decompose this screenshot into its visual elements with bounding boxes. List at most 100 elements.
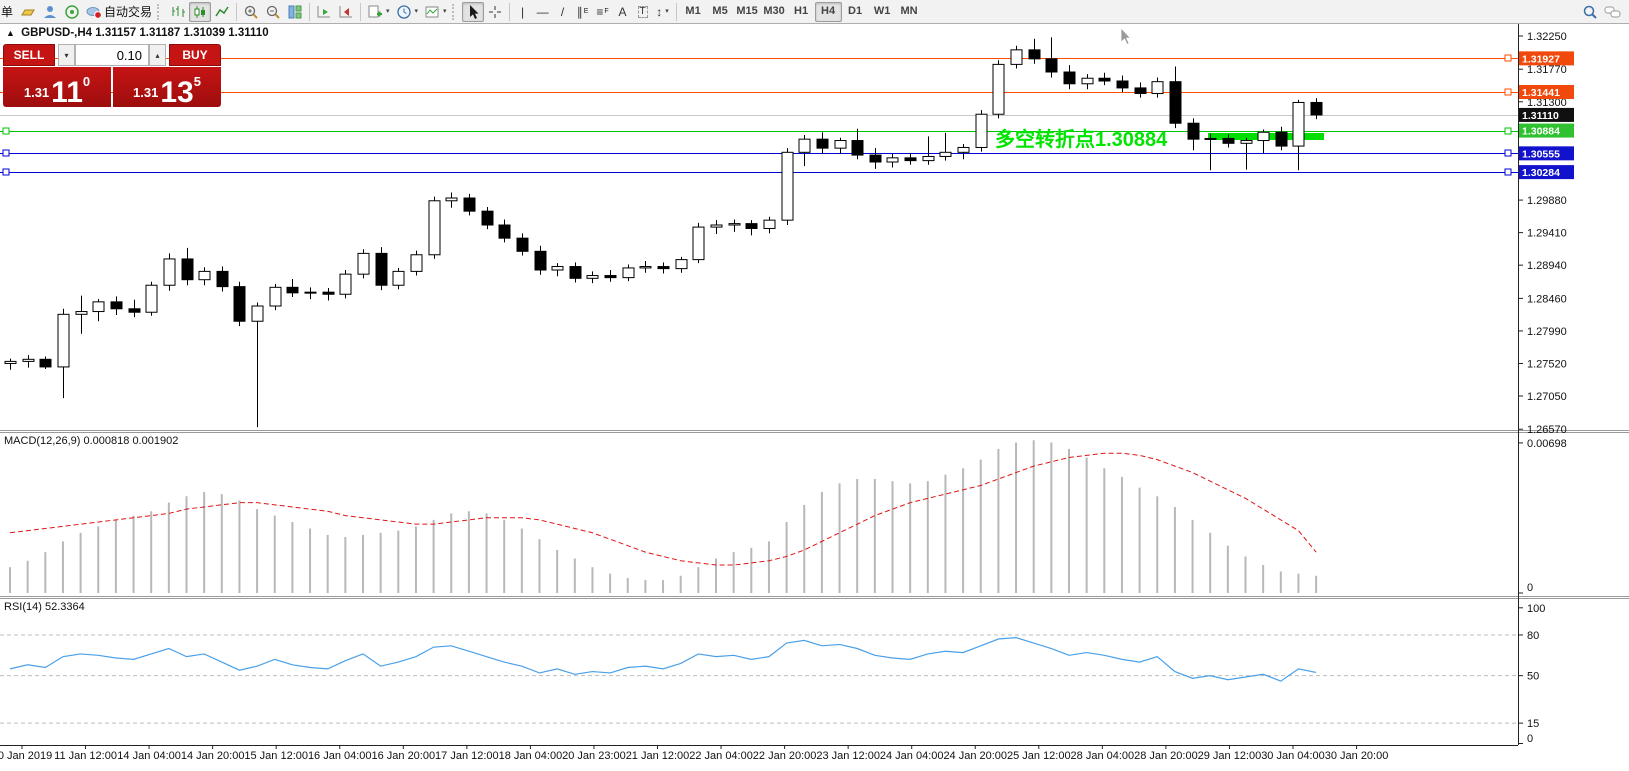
price-tick-label: 1.31300 <box>1527 97 1567 109</box>
price-tick-label: 1.29410 <box>1527 228 1567 240</box>
zoom-out-icon <box>266 5 280 19</box>
line-chart-button[interactable] <box>211 2 233 22</box>
signal-icon <box>65 4 79 19</box>
candle <box>110 301 123 310</box>
buy-button[interactable]: BUY <box>169 44 221 66</box>
search-button[interactable] <box>1579 2 1601 22</box>
candle <box>745 223 758 229</box>
annotation-text[interactable]: 多空转折点1.30884 <box>995 127 1168 151</box>
gold-button[interactable] <box>17 2 39 22</box>
candlestick-chart-icon <box>194 5 206 18</box>
vertical-line-tool-button[interactable]: | <box>513 2 533 22</box>
candle <box>1257 131 1270 142</box>
candle <box>428 200 441 256</box>
zoom-in-button[interactable] <box>240 2 262 22</box>
line-handle[interactable] <box>1504 127 1512 135</box>
trendline-tool-button[interactable]: / <box>553 2 573 22</box>
tab-timeframe-m30[interactable]: M30 <box>761 2 788 22</box>
candles <box>4 37 1323 428</box>
tab-timeframe-d1[interactable]: D1 <box>842 2 869 22</box>
text-tool-button[interactable]: A <box>613 2 633 22</box>
rsi-tick-label: 100 <box>1527 603 1545 615</box>
candle <box>1151 81 1164 94</box>
tab-timeframe-m5[interactable]: M5 <box>707 2 734 22</box>
signal-button[interactable] <box>61 2 83 22</box>
horizontal-line-tool-button[interactable]: — <box>533 2 553 22</box>
time-tick-label: 24 Jan 20:00 <box>943 750 1007 762</box>
autotrading-button[interactable]: 自动交易 <box>83 2 155 22</box>
toolbar-separator <box>236 2 238 21</box>
sell-price-display[interactable]: 1.31 11 0 <box>3 67 111 107</box>
volume-increase-button[interactable]: ▴ <box>149 44 166 66</box>
auto-scroll-button[interactable] <box>313 2 335 22</box>
candle <box>198 270 211 281</box>
line-handle[interactable] <box>1504 168 1512 176</box>
crosshair-tool-button[interactable] <box>484 2 506 22</box>
chart-shift-button[interactable] <box>335 2 357 22</box>
line-handle[interactable] <box>2 127 10 135</box>
bar-chart-button[interactable] <box>167 2 189 22</box>
candle <box>1310 101 1323 116</box>
collapse-panel-icon[interactable]: ▲ <box>6 28 15 38</box>
search-icon <box>1583 5 1597 19</box>
gold-icon <box>21 9 35 15</box>
arrows-tool-button[interactable]: ↕ ▾ <box>653 2 673 22</box>
auto-scroll-icon <box>317 5 331 17</box>
candle <box>1045 58 1058 73</box>
time-tick-label: 16 Jan 20:00 <box>371 750 435 762</box>
candle <box>1081 77 1094 85</box>
line-handle[interactable] <box>1504 149 1512 157</box>
bar-chart-icon <box>172 5 186 17</box>
new-order-button[interactable]: 单 <box>0 2 17 22</box>
channel-tool-button[interactable]: ∥ E <box>573 2 593 22</box>
cursor-tool-button[interactable] <box>461 1 484 22</box>
price-tick-label: 1.28460 <box>1527 293 1567 305</box>
templates-button[interactable]: ▾ <box>421 2 450 22</box>
candle <box>410 254 423 272</box>
tab-timeframe-w1[interactable]: W1 <box>869 2 896 22</box>
line-handle[interactable] <box>2 168 10 176</box>
time-tick-label: 28 Jan 04:00 <box>1071 750 1135 762</box>
price-badge <box>1519 146 1574 161</box>
line-handle[interactable] <box>1504 88 1512 96</box>
tab-timeframe-m15[interactable]: M15 <box>734 2 761 22</box>
candle <box>216 270 229 288</box>
spin-down-icon: ▾ <box>64 50 69 60</box>
sell-button[interactable]: SELL <box>3 44 55 66</box>
candle <box>939 151 952 157</box>
rsi-value: 52.3364 <box>44 601 85 613</box>
price-tick-label: 1.29880 <box>1527 195 1567 207</box>
price-badge <box>1519 165 1574 180</box>
volume-input[interactable]: 0.10 <box>75 44 149 66</box>
price-tick-label: 1.27050 <box>1527 391 1567 403</box>
time-tick-label: 21 Jan 12:00 <box>626 750 690 762</box>
line-handle[interactable] <box>1504 54 1512 62</box>
profile-button[interactable] <box>39 2 61 22</box>
zoom-out-button[interactable] <box>262 2 284 22</box>
candle <box>904 157 917 162</box>
candlestick-chart-button[interactable] <box>189 1 212 22</box>
tab-timeframe-m1[interactable]: M1 <box>680 2 707 22</box>
price-badge <box>1519 85 1574 100</box>
toolbar-separator <box>508 2 510 21</box>
tab-timeframe-h1[interactable]: H1 <box>788 2 815 22</box>
volume-decrease-button[interactable]: ▾ <box>58 44 75 66</box>
fibonacci-tool-button[interactable]: ≡ F <box>593 2 613 22</box>
chat-button[interactable] <box>1601 2 1625 22</box>
tile-windows-button[interactable] <box>284 2 306 22</box>
candle <box>1204 137 1217 140</box>
candle <box>516 237 529 252</box>
tab-timeframe-mn[interactable]: MN <box>896 2 923 22</box>
template-icon <box>425 6 439 17</box>
chart-shift-icon <box>339 5 353 17</box>
candle <box>869 154 882 163</box>
new-chart-button[interactable]: ▾ <box>364 2 393 22</box>
candle <box>1010 49 1023 65</box>
line-handle[interactable] <box>2 149 10 157</box>
buy-price-display[interactable]: 1.31 13 5 <box>113 67 221 107</box>
periods-button[interactable]: ▾ <box>393 2 422 22</box>
one-click-trade-panel: SELL ▾ 0.10 ▴ BUY 1.31 11 0 1.31 13 5 <box>3 44 221 107</box>
candle <box>604 275 617 279</box>
text-label-tool-button[interactable]: T <box>633 2 653 22</box>
tab-timeframe-h4[interactable]: H4 <box>814 1 842 22</box>
